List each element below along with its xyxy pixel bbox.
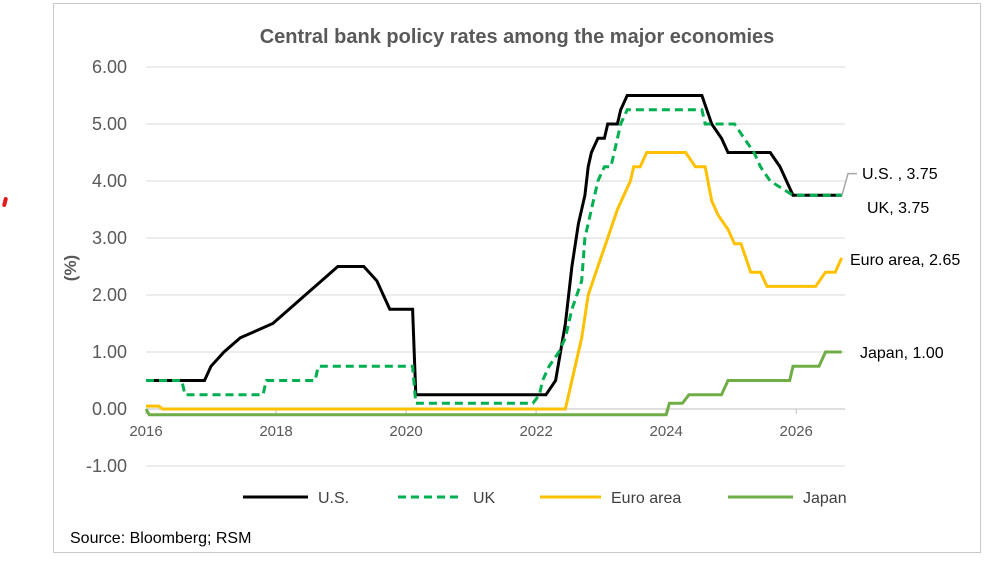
annotation-japan: Japan, 1.00 <box>860 345 944 362</box>
legend-label: UK <box>473 490 496 507</box>
y-tick-label: 4.00 <box>92 171 127 191</box>
x-tick-label: 2024 <box>649 423 682 440</box>
x-tick-label: 2020 <box>389 423 422 440</box>
x-tick-label: 2026 <box>780 423 813 440</box>
y-axis-label: (%) <box>61 255 80 281</box>
legend-label: U.S. <box>318 490 349 507</box>
y-tick-label: -1.00 <box>86 456 127 476</box>
chart-title: Central bank policy rates among the majo… <box>260 26 775 48</box>
y-tick-label: 2.00 <box>92 285 127 305</box>
y-axis-ticks: 6.00 5.00 4.00 3.00 2.00 1.00 0.00 -1.00 <box>86 57 127 476</box>
gridlines <box>146 66 845 467</box>
series-line-japan <box>144 350 842 417</box>
annotation-u-s: U.S. , 3.75 <box>862 166 938 183</box>
series-line-uk <box>146 108 842 405</box>
y-tick-label: 0.00 <box>92 399 127 419</box>
y-tick-label: 3.00 <box>92 228 127 248</box>
x-axis-ticks: 2016 2018 2020 2022 2024 2026 <box>129 409 813 440</box>
annotation-leader-line <box>841 172 857 196</box>
x-tick-label: 2016 <box>129 423 162 440</box>
annotation-euro-area: Euro area, 2.65 <box>850 252 960 269</box>
annotations: U.S. , 3.75 UK, 3.75 Euro area, 2.65 Japan,… <box>841 166 960 362</box>
source-note: Source: Bloomberg; RSM <box>70 530 251 547</box>
series-line-u-s <box>146 94 842 397</box>
x-tick-label: 2022 <box>519 423 552 440</box>
series-line-euro-area <box>146 151 844 411</box>
legend-label: Japan <box>803 490 847 507</box>
legend: U.S. UK Euro area Japan <box>243 490 847 507</box>
y-tick-label: 6.00 <box>92 57 127 77</box>
annotation-uk: UK, 3.75 <box>867 200 929 217</box>
series-lines <box>144 94 844 417</box>
legend-label: Euro area <box>611 490 681 507</box>
chart-frame <box>53 3 981 553</box>
y-tick-label: 1.00 <box>92 342 127 362</box>
y-tick-label: 5.00 <box>92 114 127 134</box>
x-tick-label: 2018 <box>259 423 292 440</box>
